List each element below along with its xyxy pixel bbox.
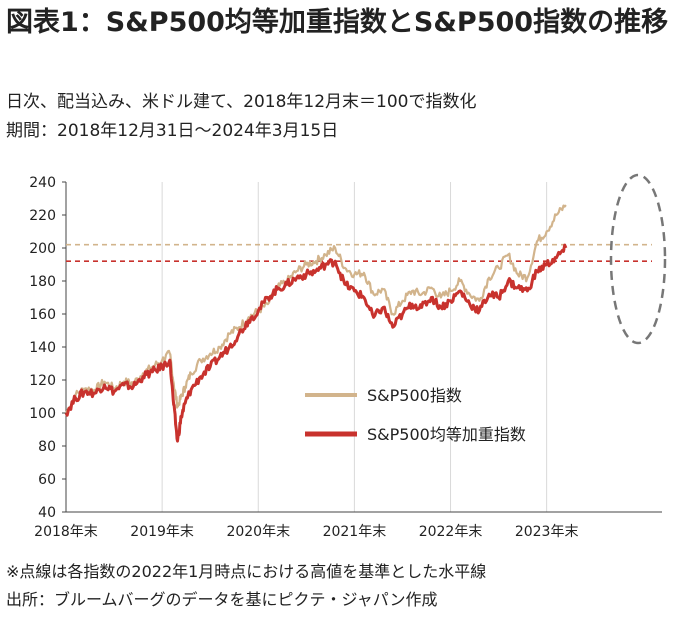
series-lines — [64, 204, 568, 443]
y-tick-label: 180 — [29, 274, 56, 290]
legend: S&P500指数 S&P500均等加重指数 — [305, 386, 526, 444]
x-tick-label: 2020年末 — [226, 524, 290, 540]
x-tick-label: 2019年末 — [130, 524, 194, 540]
line-chart: 2018年末 2019年末 2020年末 2021年末 2022年末 2023年末 40 60… — [29, 173, 667, 540]
x-tick-label: 2023年末 — [515, 524, 579, 540]
y-tick-label: 80 — [38, 439, 56, 455]
x-tick-label: 2021年末 — [323, 524, 387, 540]
footnote: ※点線は各指数の2022年1月時点における高値を基準とした水平線 — [6, 562, 487, 581]
series-line — [64, 243, 568, 443]
x-tick-label: 2018年末 — [34, 524, 98, 540]
y-tick-label: 100 — [29, 406, 56, 422]
y-tick-label: 200 — [29, 241, 56, 257]
y-tick-label: 160 — [29, 307, 56, 323]
highlight-ellipse — [609, 173, 667, 345]
y-tick-label: 60 — [38, 472, 56, 488]
y-tick-label: 140 — [29, 340, 56, 356]
y-tick-label: 40 — [38, 505, 56, 521]
axis-layer: 2018年末 2019年末 2020年末 2021年末 2022年末 2023年末 40 60… — [29, 175, 662, 540]
page-title: 図表1：S&P500均等加重指数とS&P500指数の推移 — [6, 7, 669, 38]
source-note: 出所：ブルームバーグのデータを基にピクテ・ジャパン作成 — [6, 590, 438, 609]
grid-layer — [161, 182, 548, 512]
legend-label: S&P500指数 — [367, 386, 462, 405]
x-tick-label: 2022年末 — [419, 524, 483, 540]
y-tick-label: 240 — [29, 175, 56, 191]
y-tick-label: 120 — [29, 373, 56, 389]
y-tick-label: 220 — [29, 208, 56, 224]
subtitle-period: 期間：2018年12月31日～2024年3月15日 — [6, 121, 339, 141]
subtitle-basis: 日次、配当込み、米ドル建て、2018年12月末＝100で指数化 — [6, 92, 477, 112]
legend-label: S&P500均等加重指数 — [367, 425, 526, 444]
